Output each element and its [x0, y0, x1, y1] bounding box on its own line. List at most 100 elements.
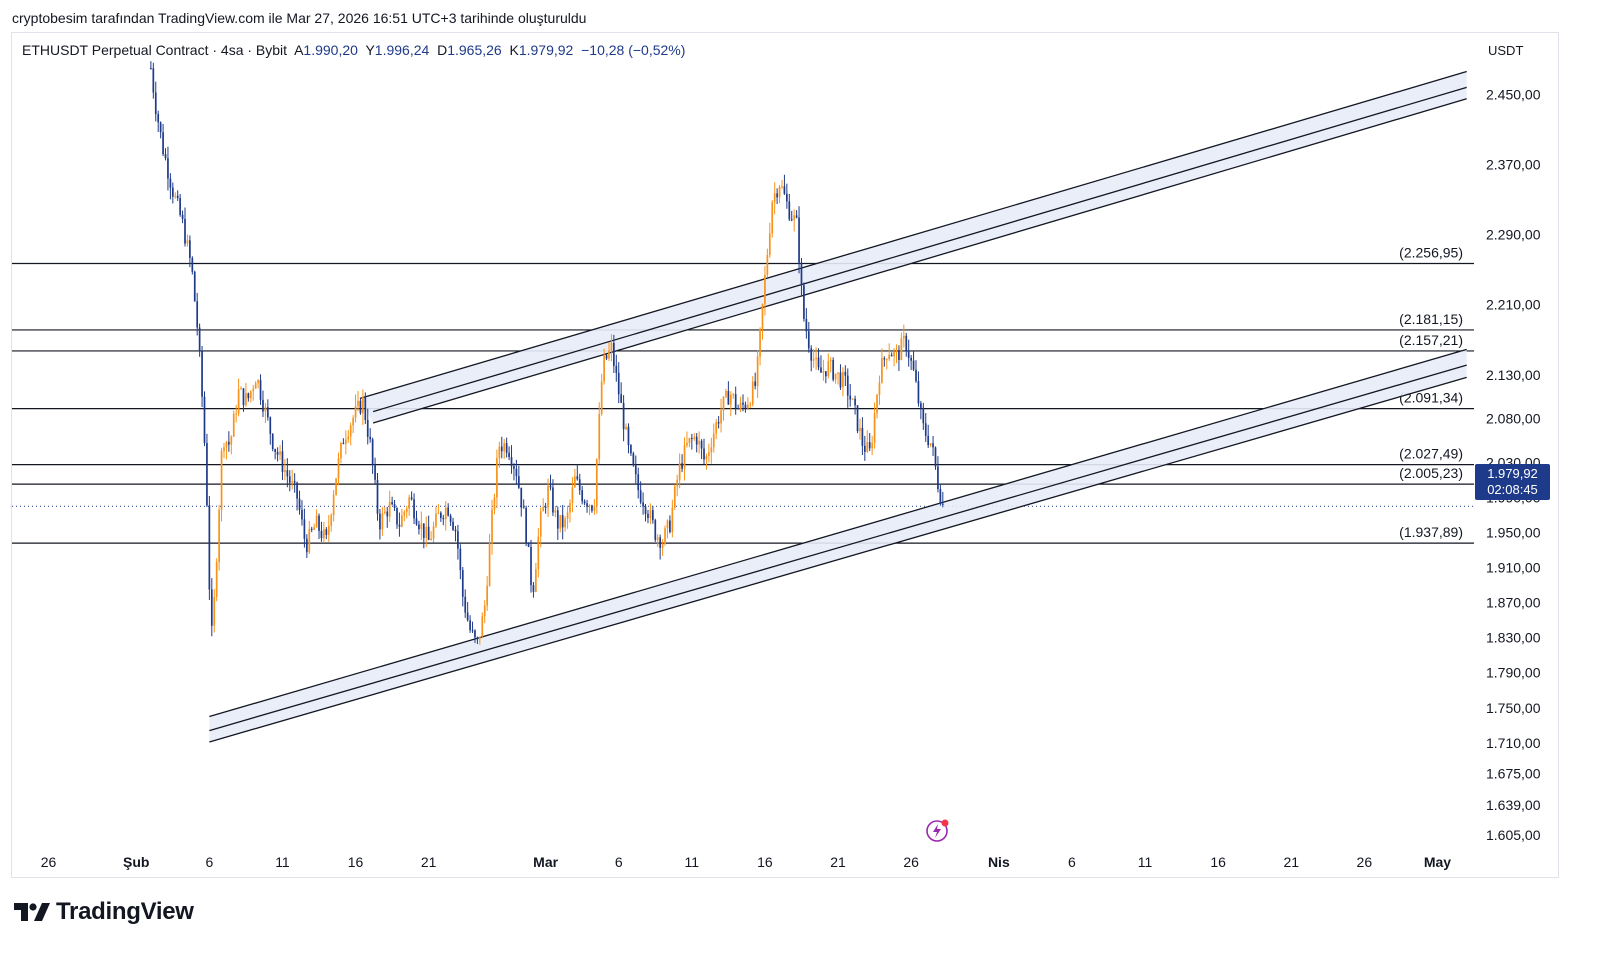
candle-body: [206, 442, 208, 506]
candle-body: [627, 426, 630, 446]
candle-body: [218, 509, 220, 563]
candle: [427, 515, 430, 541]
candle: [744, 401, 747, 413]
symbol-title[interactable]: ETHUSDT Perpetual Contract · 4sa · Bybit: [22, 42, 288, 58]
candle-body: [788, 201, 791, 220]
candle: [167, 146, 169, 191]
candle-body: [686, 442, 688, 446]
y-tick-label: 1.790,00: [1486, 665, 1541, 681]
candle: [481, 612, 484, 637]
candle: [537, 527, 540, 578]
price-unit-label[interactable]: USDT: [1488, 43, 1524, 58]
candle-body: [228, 441, 230, 445]
candle: [532, 581, 535, 598]
candle: [393, 499, 396, 511]
candle: [549, 474, 552, 491]
candle: [332, 490, 335, 522]
x-tick-label: 21: [1283, 854, 1299, 870]
candle-body: [505, 443, 508, 453]
candle-body: [310, 528, 313, 530]
y-tick-label: 1.639,00: [1486, 797, 1541, 813]
candle-body: [859, 427, 861, 432]
horizontal-level-label: (2.005,23): [1399, 465, 1463, 481]
candle-body: [698, 440, 700, 445]
candle-body: [805, 318, 808, 332]
candle: [469, 615, 471, 633]
candle: [305, 534, 308, 558]
candle-body: [688, 438, 691, 443]
candle-body: [210, 589, 213, 626]
candle: [430, 531, 432, 541]
candle: [493, 493, 496, 515]
candle-body: [335, 478, 337, 495]
candle-body: [824, 371, 827, 377]
candle: [440, 511, 442, 522]
candle: [442, 514, 445, 526]
candle-body: [898, 351, 900, 360]
candle-body: [249, 391, 252, 399]
candle: [425, 516, 428, 548]
x-tick-label: 26: [41, 854, 57, 870]
candle: [610, 334, 613, 362]
candle-body: [734, 394, 737, 409]
candle: [776, 188, 778, 204]
x-tick-label: 26: [903, 854, 919, 870]
candle-body: [220, 451, 223, 510]
candle-body: [659, 537, 662, 548]
candle-body: [756, 356, 759, 386]
candle-body: [564, 518, 566, 528]
candle-body: [820, 367, 822, 373]
y-tick-label: 2.450,00: [1486, 86, 1541, 102]
candle: [632, 451, 635, 467]
candle: [225, 440, 228, 460]
candle: [868, 432, 871, 452]
candle: [634, 455, 637, 485]
candle: [783, 174, 786, 195]
candle-body: [651, 510, 654, 521]
candle: [900, 332, 903, 361]
candle-body: [413, 499, 415, 519]
candle: [644, 503, 647, 522]
y-tick-label: 2.210,00: [1486, 297, 1541, 313]
x-tick-label: 6: [1068, 854, 1076, 870]
candle: [547, 478, 549, 517]
candle-body: [296, 482, 298, 499]
candle-body: [613, 342, 615, 366]
candle: [447, 503, 450, 517]
candle-body: [907, 350, 910, 358]
candle-body: [186, 240, 189, 244]
lightning-icon[interactable]: [925, 817, 951, 848]
candle: [683, 437, 686, 481]
candle-body: [554, 510, 557, 513]
current-price-badge: 1.979,92 02:08:45: [1475, 464, 1550, 500]
candle: [630, 444, 632, 456]
candle-body: [184, 218, 186, 244]
candle-body: [881, 358, 883, 383]
candle: [883, 356, 886, 367]
candle-body: [374, 465, 376, 480]
candle: [193, 270, 196, 302]
candle: [327, 514, 330, 542]
candle: [340, 441, 342, 464]
candle-body: [279, 451, 281, 455]
candle: [259, 374, 262, 405]
candle-body: [247, 393, 250, 399]
candle-body: [739, 402, 742, 410]
candle-body: [829, 359, 832, 362]
candle-body: [469, 620, 471, 631]
candle: [786, 183, 788, 209]
candle-body: [861, 427, 864, 446]
candle: [739, 396, 742, 413]
candle: [578, 473, 581, 495]
candle-body: [386, 511, 389, 517]
candle: [323, 521, 325, 543]
tradingview-logo[interactable]: TradingView: [14, 898, 194, 926]
candle: [705, 453, 708, 470]
candle-body: [556, 510, 559, 529]
candle-body: [561, 515, 564, 528]
candle-body: [917, 381, 920, 404]
candle: [793, 209, 796, 232]
candle: [941, 491, 944, 508]
candle-body: [939, 489, 942, 504]
